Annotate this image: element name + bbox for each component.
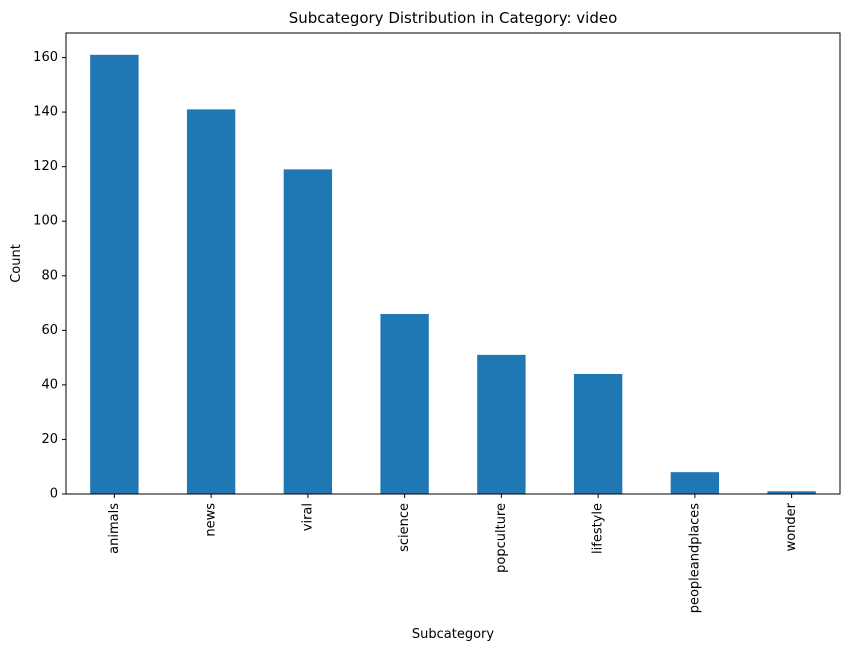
bar-science bbox=[380, 313, 429, 494]
x-tick-label: viral bbox=[300, 503, 315, 531]
y-tick-label: 160 bbox=[33, 50, 58, 65]
x-tick-label: popculture bbox=[494, 503, 509, 573]
x-axis-title: Subcategory bbox=[412, 627, 495, 642]
y-tick-label: 100 bbox=[33, 214, 58, 229]
x-tick-label: science bbox=[397, 503, 412, 552]
bar-animals bbox=[90, 54, 139, 495]
y-tick-label: 60 bbox=[41, 323, 58, 338]
y-tick-label: 40 bbox=[41, 377, 58, 392]
bar-wonder bbox=[767, 491, 816, 494]
y-tick-label: 20 bbox=[41, 432, 58, 447]
y-axis: 0 20 40 60 80 100 120 140 160 bbox=[33, 50, 66, 502]
x-axis: animals news viral science popculture lifesty… bbox=[107, 494, 799, 613]
bars-layer bbox=[90, 54, 816, 495]
x-tick-label: lifestyle bbox=[591, 503, 606, 554]
bar-lifestyle bbox=[573, 373, 623, 494]
bar-popculture bbox=[477, 354, 526, 494]
y-tick-label: 140 bbox=[33, 105, 58, 120]
bar-viral bbox=[283, 169, 333, 494]
chart-title: Subcategory Distribution in Category: vi… bbox=[289, 9, 618, 27]
y-tick-label: 0 bbox=[50, 487, 58, 502]
x-tick-label: peopleandplaces bbox=[687, 503, 702, 613]
bar-news bbox=[186, 109, 236, 495]
x-tick-label: animals bbox=[107, 503, 122, 554]
plot-frame bbox=[65, 32, 841, 495]
x-tick-label: wonder bbox=[784, 502, 799, 551]
y-tick-label: 120 bbox=[33, 159, 58, 174]
y-axis-title: Count bbox=[9, 244, 24, 283]
x-tick-label: news bbox=[204, 503, 219, 537]
bar-peopleandplaces bbox=[670, 472, 720, 494]
y-tick-label: 80 bbox=[41, 268, 58, 283]
